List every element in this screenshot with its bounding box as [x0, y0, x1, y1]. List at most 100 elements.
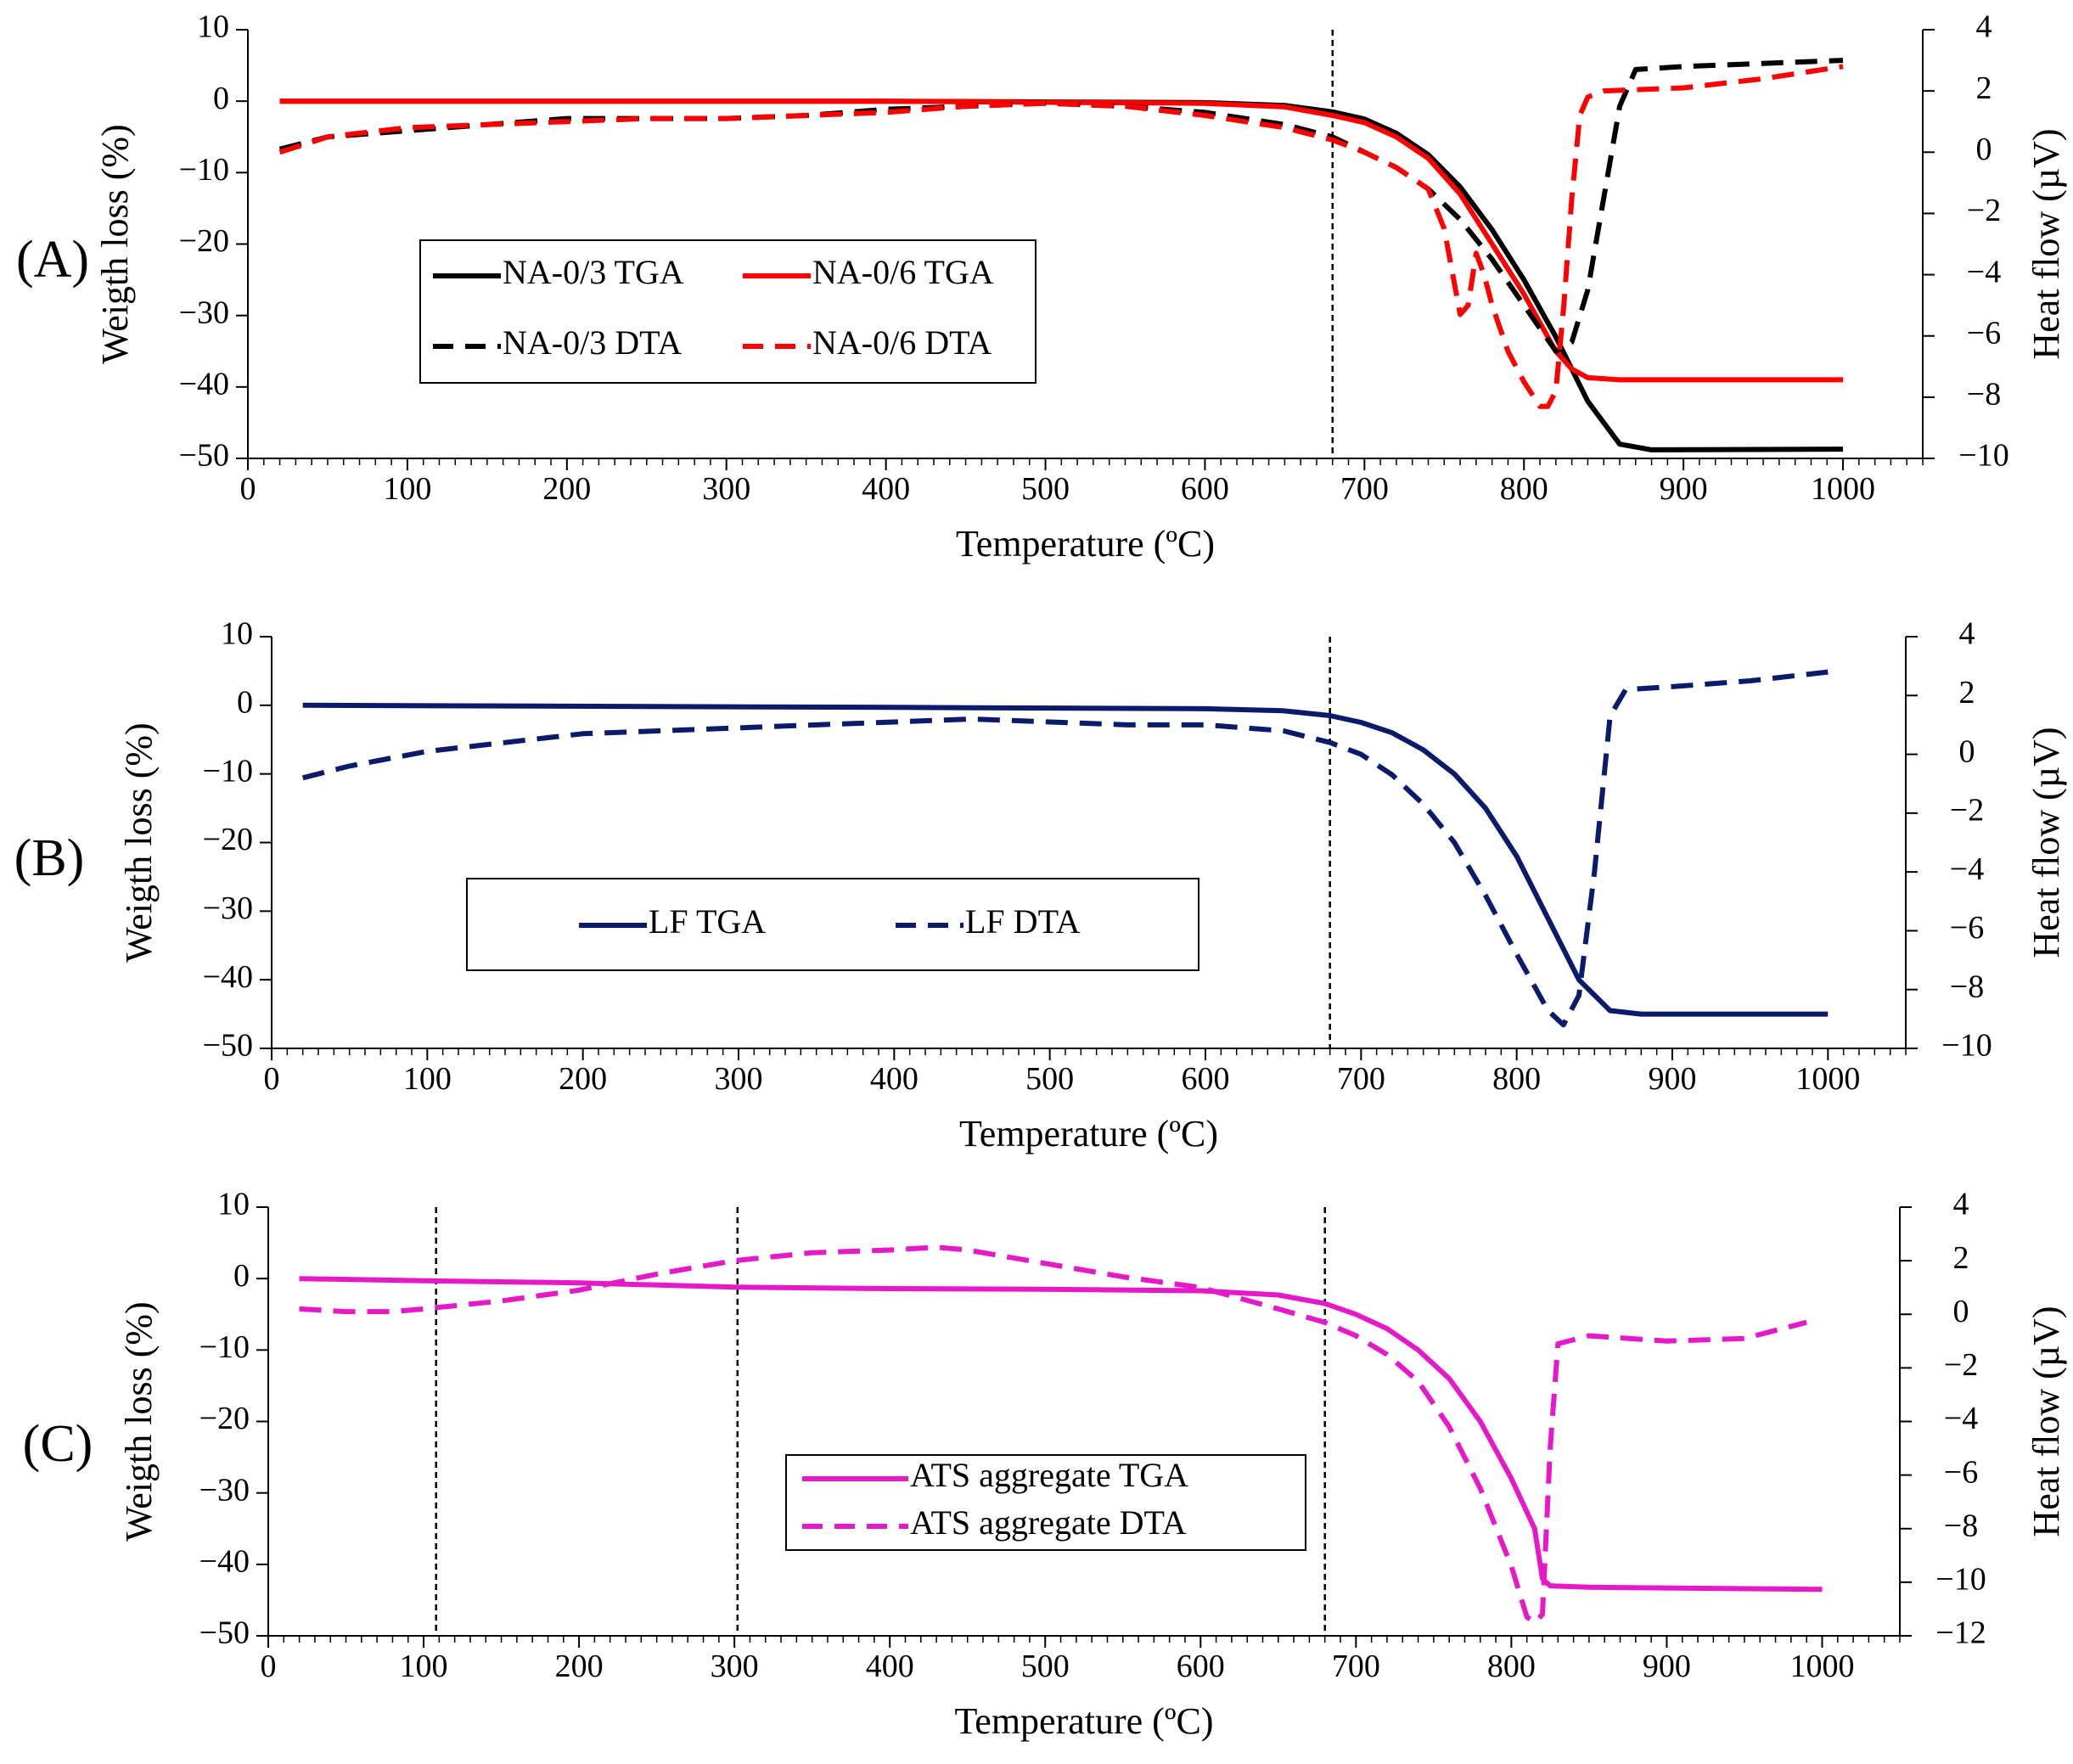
y-tick-label: −50: [203, 1028, 253, 1064]
y-tick-label: −10: [179, 152, 229, 188]
y2-tick-label: −2: [1950, 793, 1984, 829]
legend-label: LF TGA: [649, 902, 766, 941]
x-tick-label: 200: [555, 1649, 604, 1684]
y-tick-label: −30: [199, 1472, 250, 1508]
x-tick-label: 400: [862, 471, 910, 507]
y2-tick-label: 2: [1953, 1240, 1969, 1276]
legend-label: LF DTA: [965, 902, 1081, 941]
y-tick-label: −30: [203, 890, 253, 926]
y2-tick-label: 4: [1976, 9, 1992, 45]
y2-tick-label: −8: [1967, 377, 2001, 413]
y2-tick-label: −4: [1944, 1401, 1978, 1436]
x-tick-label: 100: [400, 1649, 448, 1684]
x-tick-label: 100: [403, 1061, 452, 1097]
x-tick-label: 200: [542, 471, 591, 507]
y-tick-label: −50: [179, 438, 229, 474]
y2-tick-label: 0: [1976, 132, 1992, 167]
x-tick-label: 900: [1643, 1649, 1691, 1684]
y-tick-label: −40: [203, 959, 253, 995]
x-tick-label: 500: [1025, 1061, 1074, 1097]
y-tick-label: −10: [203, 753, 253, 789]
y-axis-title: Weigth loss (%): [118, 722, 160, 962]
x-tick-label: 900: [1660, 471, 1708, 507]
y-tick-label: −40: [179, 367, 229, 402]
x-tick-label: 100: [383, 471, 431, 507]
y2-tick-label: −2: [1967, 193, 2001, 228]
y-tick-label: −20: [179, 223, 229, 259]
x-tick-label: 500: [1021, 471, 1070, 507]
y-tick-label: 10: [221, 616, 253, 652]
x-tick-label: 300: [715, 1061, 763, 1097]
panel-b: (B)0 100 200 300 400 500 600 700 800 900 1000−50−4…: [14, 616, 2067, 1154]
x-tick-label: 600: [1182, 1061, 1230, 1097]
x-axis-title: Temperature (ºC): [955, 1700, 1214, 1742]
y2-tick-label: −2: [1944, 1347, 1978, 1383]
x-tick-label: 700: [1337, 1061, 1385, 1097]
x-tick-label: 800: [1492, 1061, 1541, 1097]
x-tick-label: 1000: [1811, 471, 1875, 507]
y-axis-title: Weigth loss (%): [94, 124, 136, 363]
x-tick-label: 300: [702, 471, 750, 507]
series-line-lf-tga: [302, 702, 1829, 1017]
y2-axis-title: Heat flow (µV): [2025, 727, 2067, 958]
legend-label: ATS aggregate DTA: [910, 1503, 1187, 1542]
panel-a: (A)0 100 200 300 400 500 600 700 800 900 1000−50−4…: [16, 9, 2067, 565]
x-tick-label: 700: [1340, 471, 1389, 507]
x-tick-label: 400: [870, 1061, 919, 1097]
y2-axis-title: Heat flow (µV): [2025, 1306, 2067, 1536]
legend-box: [419, 239, 1036, 384]
series-line-ats-aggregate-tga: [299, 1276, 1823, 1593]
y2-tick-label: 4: [1953, 1187, 1969, 1222]
y2-tick-label: 4: [1959, 616, 1975, 652]
legend-label: ATS aggregate TGA: [910, 1456, 1188, 1494]
x-tick-label: 600: [1177, 1649, 1225, 1684]
y-tick-label: −50: [199, 1615, 250, 1651]
y2-tick-label: −6: [1967, 315, 2001, 351]
y2-tick-label: −12: [1935, 1615, 1986, 1651]
y-tick-label: 0: [233, 1258, 250, 1294]
y-tick-label: −40: [199, 1544, 250, 1580]
x-tick-label: 400: [866, 1649, 914, 1684]
series-line-lf-dta: [301, 669, 1829, 1028]
x-tick-label: 700: [1332, 1649, 1380, 1684]
y-tick-label: −10: [199, 1329, 250, 1365]
x-tick-label: 1000: [1789, 1649, 1854, 1684]
y2-tick-label: 2: [1976, 70, 1992, 106]
x-tick-label: 900: [1649, 1061, 1697, 1097]
y-tick-label: 10: [197, 9, 229, 45]
series-line-ats-aggregate-dta: [299, 1244, 1807, 1626]
x-tick-label: 1000: [1795, 1061, 1860, 1097]
x-tick-label: 0: [240, 471, 256, 507]
y2-tick-label: −10: [1958, 438, 2008, 474]
y2-tick-label: −4: [1950, 851, 1984, 887]
y2-tick-label: −8: [1944, 1508, 1978, 1543]
y2-tick-label: −10: [1941, 1028, 1992, 1064]
y-tick-label: 0: [237, 685, 253, 721]
x-tick-label: 200: [559, 1061, 607, 1097]
y-tick-label: −30: [179, 295, 229, 330]
y2-tick-label: −10: [1935, 1562, 1986, 1598]
y2-tick-label: −4: [1967, 254, 2001, 289]
legend-label: NA-0/6 TGA: [812, 253, 994, 291]
y-tick-label: 10: [217, 1187, 250, 1222]
x-tick-label: 800: [1500, 471, 1548, 507]
x-tick-label: 800: [1487, 1649, 1536, 1684]
legend-box: [785, 1454, 1306, 1551]
y-tick-label: 0: [213, 81, 229, 116]
series-line-na-0-6-tga: [279, 98, 1843, 383]
x-axis-title: Temperature (ºC): [959, 1113, 1218, 1154]
y-tick-label: −20: [199, 1401, 250, 1436]
legend-label: NA-0/3 DTA: [503, 323, 682, 362]
x-tick-label: 500: [1021, 1649, 1070, 1684]
y2-tick-label: 0: [1959, 733, 1975, 769]
x-tick-label: 0: [261, 1649, 277, 1684]
y2-tick-label: 2: [1959, 675, 1975, 711]
legend-label: NA-0/6 DTA: [812, 323, 992, 362]
legend-label: NA-0/3 TGA: [503, 253, 684, 291]
x-tick-label: 300: [711, 1649, 759, 1684]
panel-label: (C): [23, 1415, 93, 1473]
panel-c: (C)0 100 200 300 400 500 600 700 800 900 1000−50−4…: [23, 1187, 2067, 1742]
y2-tick-label: −6: [1950, 910, 1984, 946]
x-tick-label: 600: [1181, 471, 1229, 507]
